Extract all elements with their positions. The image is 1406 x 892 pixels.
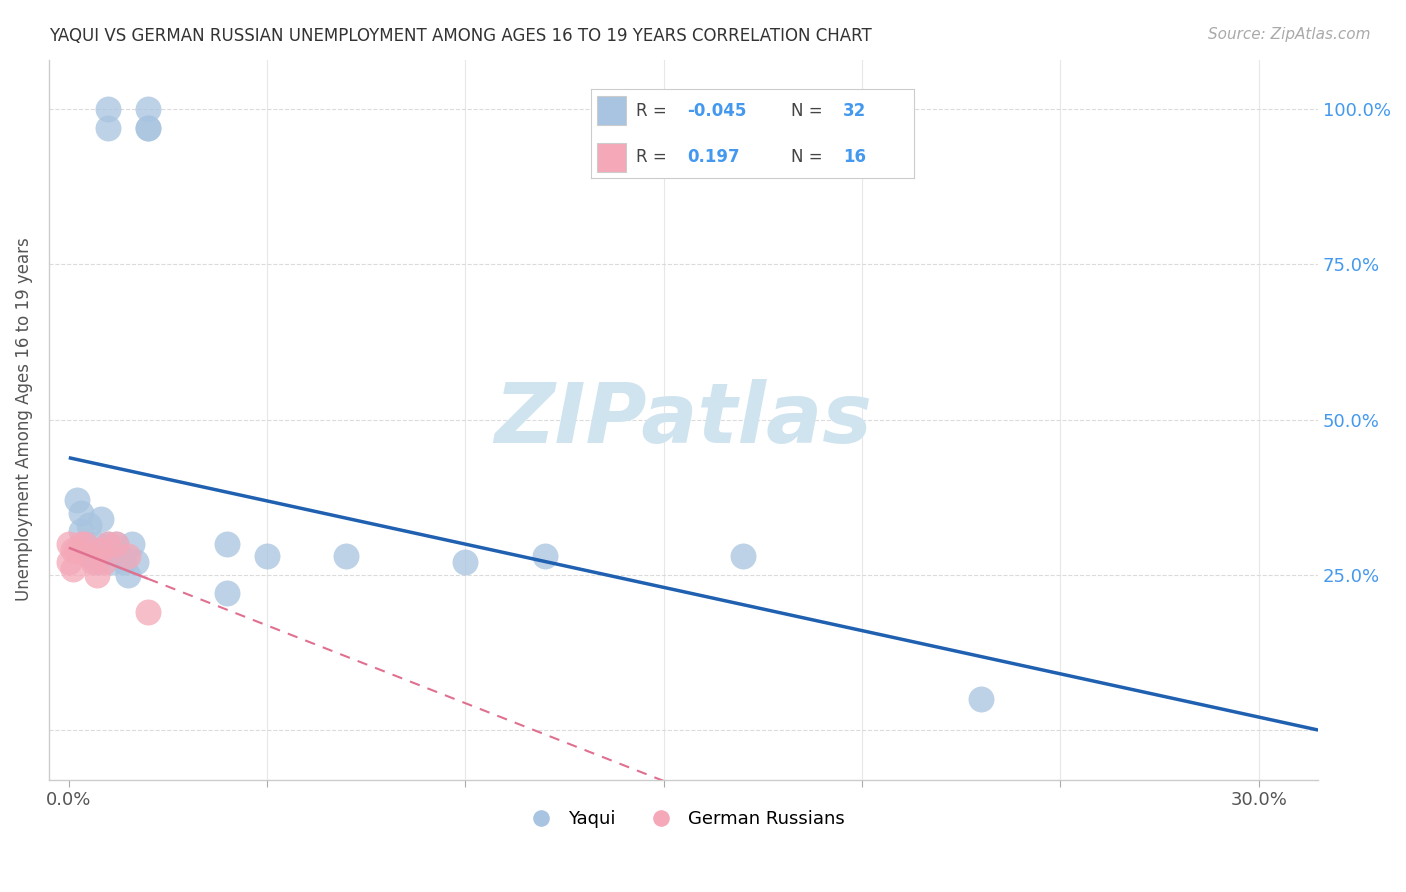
Point (73, 537, 96, 551)
Point (93, 555, 115, 569)
Point (105, 537, 128, 551)
Point (69, 524, 91, 539)
Point (136, 102, 159, 116)
Point (90, 512, 112, 526)
Text: -0.045: -0.045 (688, 102, 747, 120)
Point (82, 549, 104, 563)
Text: 0.197: 0.197 (688, 148, 740, 167)
Point (110, 549, 132, 563)
Legend: Yaqui, German Russians: Yaqui, German Russians (516, 803, 852, 836)
Point (90, 543, 112, 558)
Text: R =: R = (636, 148, 666, 167)
Point (970, 692, 993, 706)
Text: N =: N = (792, 148, 823, 167)
Text: N =: N = (792, 102, 823, 120)
Point (136, 120, 159, 135)
Point (62, 543, 84, 558)
Text: 16: 16 (842, 148, 866, 167)
Bar (598, 143, 626, 171)
Point (117, 549, 139, 563)
Point (86, 555, 108, 569)
Point (97, 102, 120, 116)
Point (533, 549, 555, 563)
Point (86, 537, 108, 551)
Point (136, 605, 159, 619)
Text: YAQUI VS GERMAN RUSSIAN UNEMPLOYMENT AMONG AGES 16 TO 19 YEARS CORRELATION CHART: YAQUI VS GERMAN RUSSIAN UNEMPLOYMENT AMO… (49, 27, 872, 45)
Text: ZIPatlas: ZIPatlas (495, 379, 873, 460)
Text: 32: 32 (842, 102, 866, 120)
Point (66, 493, 89, 508)
Point (58, 555, 80, 569)
Y-axis label: Unemployment Among Ages 16 to 19 years: Unemployment Among Ages 16 to 19 years (15, 238, 32, 601)
Point (335, 549, 357, 563)
Point (217, 537, 239, 551)
Point (66, 543, 89, 558)
Point (97, 120, 120, 135)
Point (69, 537, 91, 551)
Point (217, 586, 239, 600)
Point (97, 537, 120, 551)
Point (77, 518, 100, 533)
Text: R =: R = (636, 102, 666, 120)
Point (125, 555, 148, 569)
Point (101, 555, 124, 569)
Point (731, 549, 754, 563)
Bar (598, 96, 626, 125)
Point (117, 567, 139, 582)
Point (256, 549, 278, 563)
Point (73, 537, 96, 551)
Point (69, 506, 91, 520)
Point (136, 120, 159, 135)
Point (454, 555, 477, 569)
Point (77, 549, 100, 563)
Point (112, 555, 135, 569)
Point (82, 555, 104, 569)
Point (58, 537, 80, 551)
Point (105, 537, 128, 551)
Text: Source: ZipAtlas.com: Source: ZipAtlas.com (1208, 27, 1371, 42)
Point (97, 537, 120, 551)
Point (77, 543, 100, 558)
Point (86, 567, 108, 582)
Point (93, 543, 115, 558)
Point (62, 561, 84, 575)
Point (121, 537, 143, 551)
